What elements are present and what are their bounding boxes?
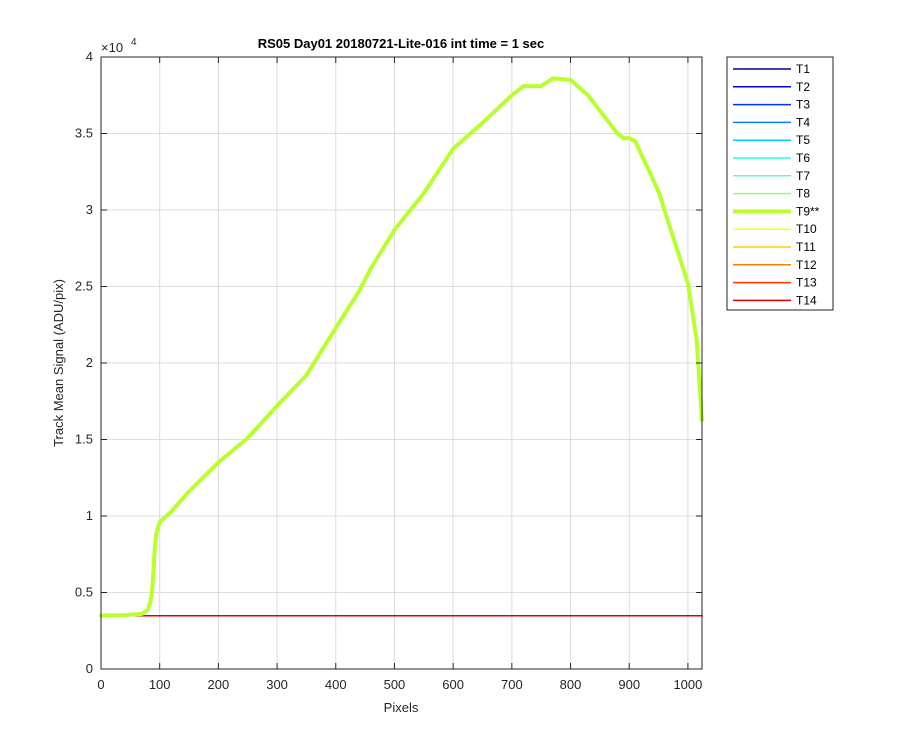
legend-item: T3 xyxy=(733,98,810,112)
legend-label: T13 xyxy=(796,276,817,290)
tick-marks xyxy=(100,56,702,670)
y-tick-label: 4 xyxy=(86,49,93,64)
legend: T1 T2 T3 T4 T5 T6 T7 T8 T9** T10 T11 T12 T13 T14 xyxy=(726,56,834,311)
series-layer xyxy=(99,76,704,618)
y-tick-label: 0 xyxy=(86,661,93,676)
y-tick-label: 3 xyxy=(86,202,93,217)
legend-label: T5 xyxy=(796,133,810,147)
legend-box xyxy=(726,56,834,311)
y-axis-label: Track Mean Signal (ADU/pix) xyxy=(51,279,66,447)
legend-item: T11 xyxy=(733,240,816,254)
legend-label: T3 xyxy=(796,98,810,112)
legend-label: T4 xyxy=(796,115,810,129)
legend-item: T8 xyxy=(733,187,810,201)
x-tick-labels: 0 100 200 300 400 500 600 700 800 900 1000 xyxy=(97,677,702,692)
legend-label: T12 xyxy=(796,258,817,272)
x-tick-label: 800 xyxy=(560,677,582,692)
legend-label: T6 xyxy=(796,151,810,165)
chart-title: RS05 Day01 20180721-Lite-016 int time = … xyxy=(258,36,545,51)
y-exponent-power: 4 xyxy=(131,37,137,48)
x-tick-label: 500 xyxy=(384,677,406,692)
x-tick-label: 400 xyxy=(325,677,347,692)
legend-label: T9** xyxy=(796,204,820,218)
y-tick-label: 0.5 xyxy=(75,585,93,600)
legend-item: T12 xyxy=(733,258,817,272)
x-axis-label: Pixels xyxy=(384,700,419,715)
legend-label: T7 xyxy=(796,169,810,183)
x-tick-label: 900 xyxy=(618,677,640,692)
legend-item: T1 xyxy=(733,62,810,76)
legend-item: T14 xyxy=(733,293,817,307)
grid-lines xyxy=(101,56,702,669)
legend-item: T6 xyxy=(733,151,810,165)
x-tick-label: 1000 xyxy=(673,677,702,692)
legend-label: T1 xyxy=(796,62,810,76)
legend-item: T5 xyxy=(733,133,810,147)
legend-label: T11 xyxy=(796,240,816,254)
y-tick-label: 1 xyxy=(86,508,93,523)
legend-label: T2 xyxy=(796,80,810,94)
legend-item: T10 xyxy=(733,222,817,236)
legend-item: T9** xyxy=(733,204,820,218)
legend-label: T14 xyxy=(796,293,817,307)
legend-label: T8 xyxy=(796,187,810,201)
legend-item: T4 xyxy=(733,115,810,129)
series-line-t9 xyxy=(99,76,704,618)
x-tick-label: 200 xyxy=(208,677,230,692)
x-tick-label: 600 xyxy=(442,677,464,692)
y-tick-labels: 0 0.5 1 1.5 2 2.5 3 3.5 4 xyxy=(75,49,93,676)
y-tick-label: 3.5 xyxy=(75,126,93,141)
legend-items: T1 T2 T3 T4 T5 T6 T7 T8 T9** T10 T11 T12 T13 T14 xyxy=(733,62,820,307)
y-tick-label: 2.5 xyxy=(75,279,93,294)
y-exponent-label: ×10 4 xyxy=(101,37,137,55)
y-exponent-base: ×10 xyxy=(101,40,123,55)
x-tick-label: 700 xyxy=(501,677,523,692)
legend-item: T7 xyxy=(733,169,810,183)
x-tick-label: 0 xyxy=(97,677,104,692)
legend-item: T2 xyxy=(733,80,810,94)
legend-label: T10 xyxy=(796,222,817,236)
y-tick-label: 1.5 xyxy=(75,432,93,447)
x-tick-label: 300 xyxy=(266,677,288,692)
legend-item: T13 xyxy=(733,276,817,290)
y-tick-label: 2 xyxy=(86,355,93,370)
x-tick-label: 100 xyxy=(149,677,171,692)
